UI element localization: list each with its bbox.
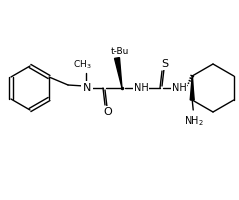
Text: O: O — [104, 107, 112, 117]
Polygon shape — [190, 76, 194, 100]
Text: S: S — [161, 59, 168, 69]
Text: N: N — [83, 83, 91, 93]
Polygon shape — [114, 58, 122, 88]
Text: CH$_3$: CH$_3$ — [73, 59, 91, 71]
Text: NH: NH — [172, 83, 186, 93]
Text: NH: NH — [134, 83, 148, 93]
Text: t-Bu: t-Bu — [111, 47, 129, 56]
Text: NH$_2$: NH$_2$ — [184, 114, 204, 128]
